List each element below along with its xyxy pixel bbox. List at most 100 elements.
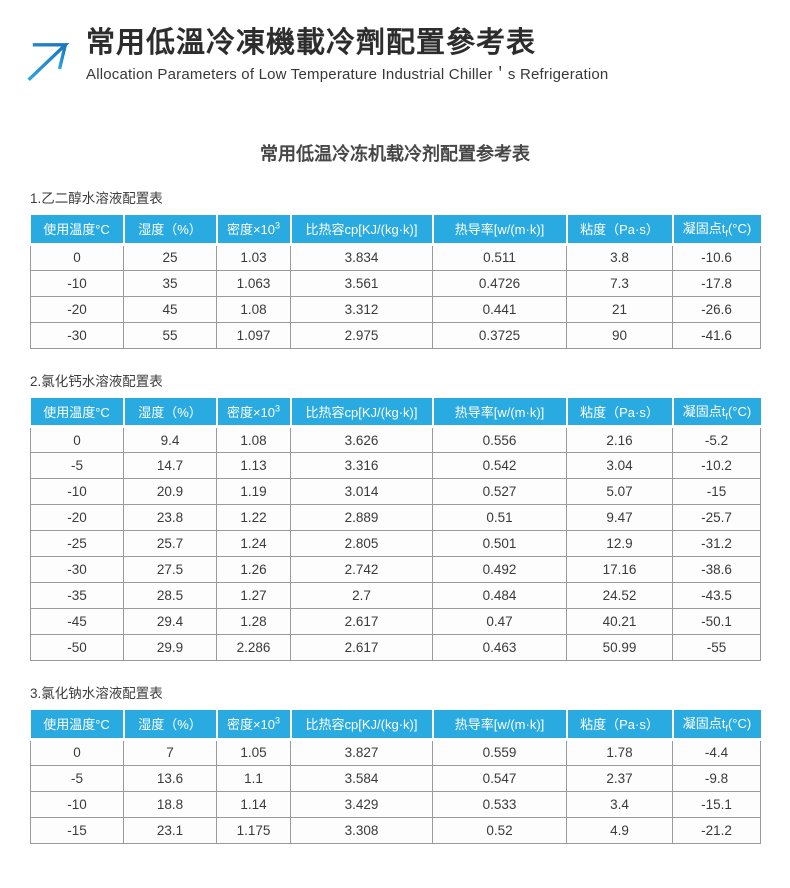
table-row: -5 14.7 1.13 3.316 0.542 3.04 -10.2 xyxy=(30,452,761,479)
table-row: -10 20.9 1.19 3.014 0.527 5.07 -15 xyxy=(30,478,761,505)
table-cell: 1.19 xyxy=(216,478,291,505)
table-cell: 23.1 xyxy=(123,816,217,844)
sodium-chloride-table: 使用温度°C 湿度（%） 密度×103 比热容cp[KJ/(kg·k)] 热导率[w/(… xyxy=(30,710,761,844)
table-row: -50 29.9 2.286 2.617 0.463 50.99 -55 xyxy=(30,634,761,661)
table-cell: 7 xyxy=(123,738,217,766)
table-cell: 55 xyxy=(123,321,217,349)
table-cell: -10.2 xyxy=(672,452,761,479)
column-header: 湿度（%） xyxy=(122,710,217,741)
table-cell: 1.05 xyxy=(216,738,291,766)
table-cell: 1.78 xyxy=(566,738,673,766)
table-cell: -21.2 xyxy=(672,816,761,844)
table-cell: 0.547 xyxy=(432,764,567,792)
column-header: 粘度（Pa·s） xyxy=(565,215,673,246)
table-cell: -10 xyxy=(30,269,124,297)
section-label: 3.氯化钠水溶液配置表 xyxy=(30,686,163,701)
table-cell: -10.6 xyxy=(672,243,761,271)
column-header: 密度×103 xyxy=(215,397,291,428)
column-header: 凝固点tf(°C) xyxy=(671,397,761,428)
table-row: -10 18.8 1.14 3.429 0.533 3.4 -15.1 xyxy=(30,790,761,818)
section-label: 2.氯化钙水溶液配置表 xyxy=(30,373,163,389)
column-header: 使用温度°C xyxy=(30,397,124,428)
table-row: -30 55 1.097 2.975 0.3725 90 -41.6 xyxy=(30,321,761,349)
column-header: 热导率[w/(m·k)] xyxy=(431,710,567,741)
table-cell: 0.556 xyxy=(432,426,567,453)
table-cell: 40.21 xyxy=(566,608,673,635)
table-header-row: 使用温度°C 湿度（%） 密度×103 比热容cp[KJ/(kg·k)] 热导率[w/(… xyxy=(30,397,761,428)
table-row: 0 7 1.05 3.827 0.559 1.78 -4.4 xyxy=(30,738,761,766)
page-header: 常用低溫冷凍機載冷劑配置參考表 Allocation Parameters of… xyxy=(0,0,790,86)
table-row: -30 27.5 1.26 2.742 0.492 17.16 -38.6 xyxy=(30,556,761,583)
table-cell: -20 xyxy=(30,504,124,531)
table-row: -5 13.6 1.1 3.584 0.547 2.37 -9.8 xyxy=(30,764,761,792)
table-cell: 28.5 xyxy=(123,582,217,609)
table-cell: 3.834 xyxy=(290,243,433,271)
page-subtitle: Allocation Parameters of Low Temperature… xyxy=(86,65,609,83)
table-cell: 9.4 xyxy=(123,426,217,453)
table-cell: 3.04 xyxy=(566,452,673,479)
column-header: 密度×103 xyxy=(215,710,291,741)
table-row: -45 29.4 1.28 2.617 0.47 40.21 -50.1 xyxy=(30,608,761,635)
column-header: 密度×103 xyxy=(215,215,291,246)
table-cell: -45 xyxy=(30,608,124,635)
table-cell: -15.1 xyxy=(672,790,761,818)
column-header: 比热容cp[KJ/(kg·k)] xyxy=(289,397,433,428)
table-cell: 2.742 xyxy=(290,556,433,583)
table-cell: 0.511 xyxy=(432,243,567,271)
column-header: 湿度（%） xyxy=(122,215,217,246)
table-cell: -41.6 xyxy=(672,321,761,349)
table-cell: -5 xyxy=(30,452,124,479)
table-cell: 0.542 xyxy=(432,452,567,479)
table-header-row: 使用温度°C 湿度（%） 密度×103 比热容cp[KJ/(kg·k)] 热导率[w/(… xyxy=(30,215,761,246)
table-cell: 0.527 xyxy=(432,478,567,505)
table-cell: 25 xyxy=(123,243,217,271)
ethylene-glycol-table: 使用温度°C 湿度（%） 密度×103 比热容cp[KJ/(kg·k)] 热导率[w/(… xyxy=(30,215,761,349)
table-header-row: 使用温度°C 湿度（%） 密度×103 比热容cp[KJ/(kg·k)] 热导率[w/(… xyxy=(30,710,761,741)
column-header: 粘度（Pa·s） xyxy=(565,710,673,741)
table-cell: -50 xyxy=(30,634,124,661)
table-cell: -30 xyxy=(30,321,124,349)
table-cell: -20 xyxy=(30,295,124,323)
table-row: -35 28.5 1.27 2.7 0.484 24.52 -43.5 xyxy=(30,582,761,609)
table-cell: 24.52 xyxy=(566,582,673,609)
table-cell: -25.7 xyxy=(672,504,761,531)
table-cell: 2.617 xyxy=(290,608,433,635)
table-cell: 0.559 xyxy=(432,738,567,766)
table-cell: -17.8 xyxy=(672,269,761,297)
table-cell: 0.52 xyxy=(432,816,567,844)
column-header: 热导率[w/(m·k)] xyxy=(431,397,567,428)
table-cell: 5.07 xyxy=(566,478,673,505)
section-label: 1.乙二醇水溶液配置表 xyxy=(30,191,163,206)
table-cell: 14.7 xyxy=(123,452,217,479)
table-cell: 0.4726 xyxy=(432,269,567,297)
table-cell: 3.8 xyxy=(566,243,673,271)
table-cell: 90 xyxy=(566,321,673,349)
column-header: 使用温度°C xyxy=(30,710,124,741)
table-cell: -15 xyxy=(30,816,124,844)
table-cell: 3.429 xyxy=(290,790,433,818)
table-row: 0 25 1.03 3.834 0.511 3.8 -10.6 xyxy=(30,243,761,271)
table-cell: 2.889 xyxy=(290,504,433,531)
table-cell: -15 xyxy=(672,478,761,505)
calcium-chloride-table: 使用温度°C 湿度（%） 密度×103 比热容cp[KJ/(kg·k)] 热导率[w/(… xyxy=(30,397,761,661)
table-cell: -43.5 xyxy=(672,582,761,609)
column-header: 凝固点tf(°C) xyxy=(671,710,761,741)
table-cell: 20.9 xyxy=(123,478,217,505)
table-cell: -30 xyxy=(30,556,124,583)
table-cell: 27.5 xyxy=(123,556,217,583)
table-cell: 0 xyxy=(30,426,124,453)
table-cell: 21 xyxy=(566,295,673,323)
table-cell: 3.561 xyxy=(290,269,433,297)
table-cell: 3.4 xyxy=(566,790,673,818)
table-cell: 1.28 xyxy=(216,608,291,635)
table-cell: 2.37 xyxy=(566,764,673,792)
table-cell: 35 xyxy=(123,269,217,297)
table-row: 0 9.4 1.08 3.626 0.556 2.16 -5.2 xyxy=(30,426,761,453)
table-cell: 0 xyxy=(30,738,124,766)
table-cell: 3.584 xyxy=(290,764,433,792)
table-cell: 0.501 xyxy=(432,530,567,557)
table-row: -20 45 1.08 3.312 0.441 21 -26.6 xyxy=(30,295,761,323)
table-cell: -5 xyxy=(30,764,124,792)
table-cell: 2.7 xyxy=(290,582,433,609)
table-cell: 1.13 xyxy=(216,452,291,479)
